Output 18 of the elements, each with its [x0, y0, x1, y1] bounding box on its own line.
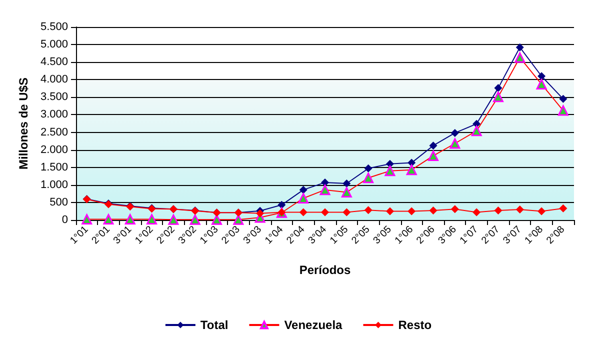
legend-label: Venezuela [284, 318, 343, 332]
y-tick-label: 4.500 [40, 56, 68, 68]
legend-label: Resto [398, 318, 432, 332]
y-tick-label: 0 [62, 214, 68, 226]
y-tick-label: 2.500 [40, 126, 68, 138]
y-tick-label: 2.000 [40, 144, 68, 156]
y-tick-label: 4.000 [40, 74, 68, 86]
x-tick-label: 3°01 [112, 224, 134, 246]
y-tick-label: 500 [50, 196, 68, 208]
legend-label: Total [200, 318, 228, 332]
y-tick-label: 3.000 [40, 108, 68, 121]
y-tick-label: 1.500 [40, 161, 68, 174]
y-tick-label: 1.000 [40, 178, 68, 191]
y-tick-label: 5.000 [40, 38, 68, 51]
y-axis-title: Millones de U$S [16, 77, 31, 170]
x-axis-title: Períodos [299, 263, 351, 277]
y-tick-label: 5.500 [40, 21, 68, 33]
y-tick-label: 3.500 [40, 91, 68, 104]
